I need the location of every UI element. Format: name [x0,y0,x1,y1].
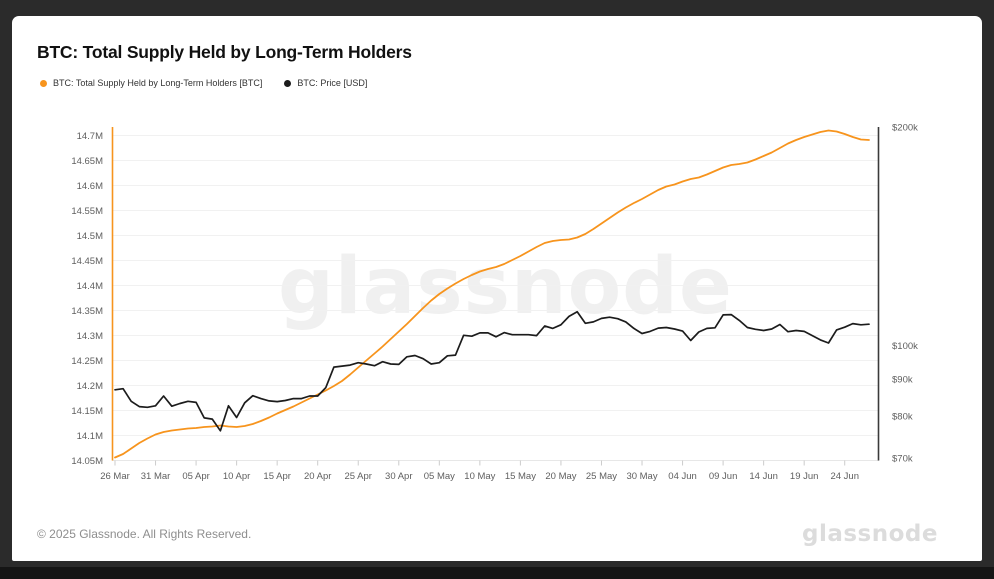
x-axis-tick-label: 09 Jun [709,471,738,482]
x-axis-tick-label: 25 May [586,471,617,482]
left-axis-tick-label: 14.15M [71,406,103,417]
glassnode-logo: glassnode [802,521,938,547]
legend-label-price: BTC: Price [USD] [297,78,368,88]
left-axis-tick-label: 14.55M [71,206,103,217]
supply-series-dot-icon [40,79,47,87]
left-axis-tick-label: 14.05M [71,456,103,467]
legend-item-supply[interactable]: BTC: Total Supply Held by Long-Term Hold… [40,78,262,88]
price-series-dot-icon [284,79,292,87]
left-axis-tick-label: 14.45M [71,256,103,267]
copyright-text: © 2025 Glassnode. All Rights Reserved. [37,527,252,541]
glassnode-watermark: glassnode [278,242,733,332]
x-axis-tick-label: 20 May [545,471,576,482]
left-axis-tick-label: 14.5M [77,231,103,242]
x-axis-tick-label: 15 May [505,471,536,482]
right-axis-tick-label: $70k [892,454,913,465]
x-axis-tick-label: 20 Apr [304,471,331,482]
x-axis-tick-label: 15 Apr [263,471,290,482]
left-axis-tick-label: 14.3M [77,331,103,342]
left-axis-tick-label: 14.25M [71,356,103,367]
right-axis-tick-label: $90k [892,374,913,385]
x-axis-tick-label: 05 May [424,471,455,482]
supply-line-series [114,129,870,459]
page-title: BTC: Total Supply Held by Long-Term Hold… [37,42,412,62]
legend: BTC: Total Supply Held by Long-Term Hold… [40,78,367,88]
right-axis-tick-label: $100k [892,341,918,352]
x-axis-tick-label: 25 Apr [345,471,372,482]
x-axis-tick-label: 30 Apr [385,471,412,482]
x-axis-tick-label: 24 Jun [830,471,859,482]
right-axis-tick-label: $200k [892,122,918,133]
x-axis-tick-label: 31 Mar [141,471,171,482]
x-axis-tick-label: 05 Apr [182,471,209,482]
chart-canvas[interactable]: 14.7M 14.65M 14.6M 14.55M 14.5M 14.45M 14.4M 14… [12,16,982,561]
x-axis-tick-label: 19 Jun [790,471,819,482]
chart-card: BTC: Total Supply Held by Long-Term Hold… [12,16,982,561]
legend-item-price[interactable]: BTC: Price [USD] [284,78,367,88]
x-axis-tick-label: 30 May [626,471,657,482]
right-axis-tick-label: $80k [892,411,913,422]
left-axis-tick-label: 14.65M [71,156,103,167]
x-axis-tick-label: 10 Apr [223,471,250,482]
left-axis-tick-label: 14.4M [77,281,103,292]
x-axis-tick-label: 26 Mar [100,471,130,482]
left-axis-tick-label: 14.1M [77,431,103,442]
legend-label-supply: BTC: Total Supply Held by Long-Term Hold… [53,78,263,88]
x-axis-tick-label: 04 Jun [668,471,697,482]
left-axis-tick-label: 14.35M [71,306,103,317]
x-axis-tick-label: 14 Jun [749,471,778,482]
left-axis-tick-label: 14.2M [77,381,103,392]
left-axis-tick-label: 14.7M [77,131,103,142]
price-line-series [114,310,870,432]
window-bottom-bar [0,567,994,579]
x-axis-tick-label: 10 May [464,471,495,482]
left-axis-tick-label: 14.6M [77,181,103,192]
